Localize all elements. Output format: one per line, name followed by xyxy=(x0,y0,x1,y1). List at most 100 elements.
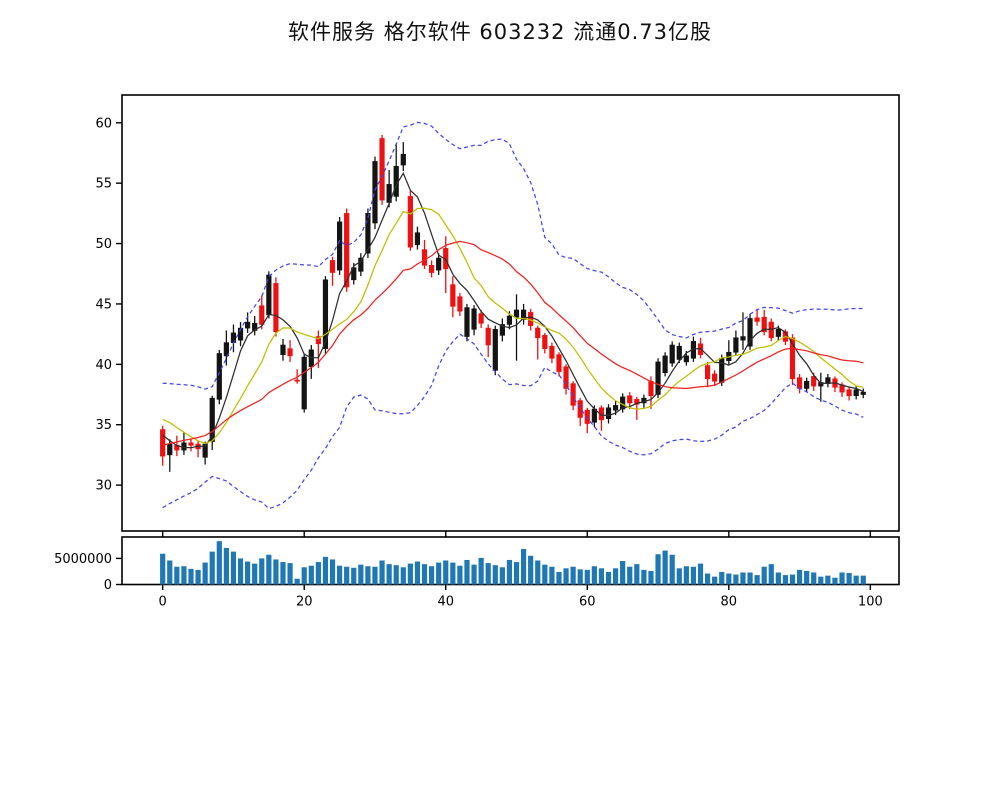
candle-body xyxy=(407,196,413,248)
candle-body xyxy=(167,443,173,456)
candle-body xyxy=(676,345,682,360)
volume-bar xyxy=(400,567,406,585)
candle-body xyxy=(506,315,513,325)
volume-bar xyxy=(520,549,527,585)
volume-bar xyxy=(259,558,265,585)
x-tick-label: 100 xyxy=(858,595,883,610)
volume-bar xyxy=(351,567,357,585)
candle-body xyxy=(245,321,251,329)
candle xyxy=(598,405,605,431)
candle-body xyxy=(662,355,668,374)
volume-bar xyxy=(584,569,590,585)
candle-body xyxy=(740,336,746,341)
candle xyxy=(761,309,767,336)
volume-bar xyxy=(499,567,505,585)
candle-body xyxy=(528,312,534,326)
volume-bar xyxy=(443,560,449,585)
volume-bar xyxy=(329,559,336,585)
candle xyxy=(584,407,590,434)
candle-body xyxy=(846,389,852,397)
volume-bar xyxy=(662,550,668,585)
candle xyxy=(344,208,350,292)
ma20-line xyxy=(162,240,864,447)
chart-title: 软件服务 格尔软件 603232 流通0.73亿股 xyxy=(288,20,712,44)
volume-bar xyxy=(634,564,640,585)
candle-body xyxy=(344,213,350,288)
candle-series xyxy=(160,134,866,472)
volume-bar xyxy=(407,563,413,585)
candle xyxy=(549,342,555,364)
candle xyxy=(450,276,456,318)
candle-body xyxy=(605,407,612,419)
candle-body xyxy=(563,366,569,389)
volume-bar xyxy=(506,559,513,585)
candle-body xyxy=(322,279,329,349)
volume-bar xyxy=(301,567,307,585)
candle xyxy=(181,431,187,455)
candle-body xyxy=(712,373,718,382)
candle-body xyxy=(421,249,428,266)
candle-body xyxy=(747,318,753,347)
candle xyxy=(605,404,612,424)
candle xyxy=(669,341,675,367)
volume-bar xyxy=(591,566,597,585)
volume-bar xyxy=(492,565,498,585)
volume-bar xyxy=(237,558,244,585)
candle xyxy=(358,253,364,277)
candle-body xyxy=(315,336,321,345)
volume-bar xyxy=(322,556,329,585)
candle xyxy=(570,381,576,411)
volume-bar xyxy=(393,565,399,585)
candle-body xyxy=(280,344,286,355)
volume-bar xyxy=(273,559,279,585)
volume-bar xyxy=(421,564,428,585)
volume-bar xyxy=(513,562,520,585)
candle-body xyxy=(761,316,767,333)
y-tick-label: 40 xyxy=(95,358,112,373)
candle-body xyxy=(627,395,633,404)
volume-bar xyxy=(386,564,392,585)
volume-bar xyxy=(669,554,675,585)
candle-body xyxy=(273,283,279,333)
volume-bar xyxy=(804,570,810,585)
candle xyxy=(712,370,718,387)
candle-body xyxy=(655,361,661,395)
candle-body xyxy=(542,335,548,349)
volume-bar xyxy=(754,575,760,585)
volume-bar xyxy=(832,577,838,585)
candle-body xyxy=(669,344,675,364)
candle xyxy=(846,387,852,401)
candle xyxy=(513,294,520,361)
candle-body xyxy=(294,379,300,382)
candle xyxy=(372,156,378,230)
volume-bar xyxy=(223,547,229,585)
volume-bar xyxy=(768,564,774,585)
candle xyxy=(789,334,796,385)
y-tick-label: 60 xyxy=(95,116,112,131)
candle-body xyxy=(775,329,781,337)
candle-body xyxy=(754,317,760,322)
price-plot-frame xyxy=(121,94,900,532)
volume-bar xyxy=(747,572,753,585)
candle-body xyxy=(337,221,343,271)
volume-bar xyxy=(266,554,272,585)
candle xyxy=(471,305,477,336)
candle xyxy=(160,425,166,466)
candle-body xyxy=(733,337,739,353)
volume-bar xyxy=(648,570,654,585)
volume-bar xyxy=(627,566,633,585)
candle-body xyxy=(457,296,463,312)
candle-body xyxy=(768,321,774,339)
volume-bar xyxy=(188,568,194,585)
candle xyxy=(223,330,229,366)
x-tick-label: 0 xyxy=(159,595,167,610)
candle xyxy=(195,440,201,458)
volume-bar xyxy=(726,573,732,585)
volume-bar xyxy=(471,564,477,585)
candle xyxy=(301,353,307,413)
volume-bar xyxy=(428,566,435,585)
volume-bar xyxy=(620,561,626,585)
volume-bar xyxy=(683,566,689,585)
volume-bar xyxy=(160,553,166,585)
volume-bar xyxy=(839,572,845,585)
